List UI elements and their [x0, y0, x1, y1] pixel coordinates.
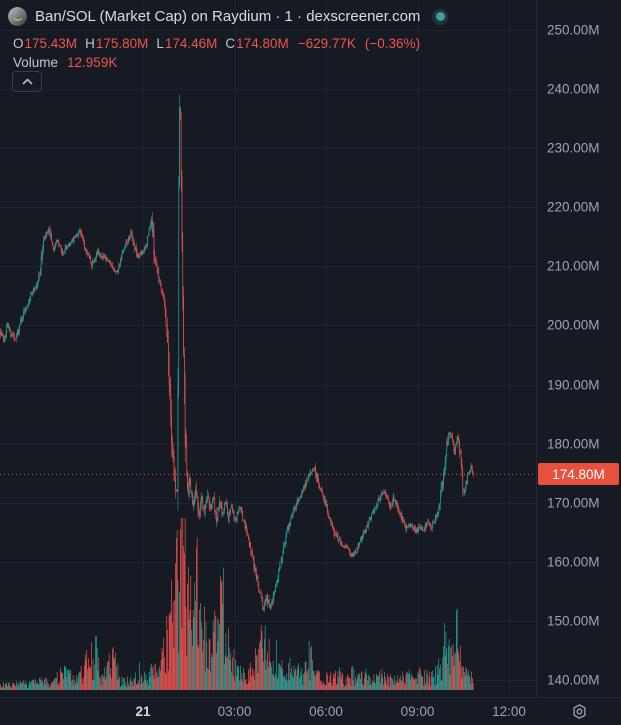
settings-gear-icon[interactable]	[567, 700, 591, 724]
price-chart-canvas[interactable]	[0, 0, 536, 697]
time-axis[interactable]: 21 03:00 06:00 09:00 12:00	[0, 697, 621, 725]
time-tick-label: 03:00	[217, 703, 252, 719]
price-tick-label: 250.00M	[547, 22, 600, 38]
price-tick-label: 220.00M	[547, 199, 600, 215]
price-tick-label: 190.00M	[547, 377, 600, 393]
time-tick-label: 21	[135, 703, 151, 719]
price-tick-label: 210.00M	[547, 258, 600, 274]
gridlines-layer	[0, 0, 536, 697]
price-tick-label: 160.00M	[547, 554, 600, 570]
price-tick-label: 150.00M	[547, 613, 600, 629]
price-tick-label: 240.00M	[547, 81, 600, 97]
volume-layer	[0, 518, 474, 690]
candlesticks-layer	[0, 94, 474, 613]
time-tick-label: 09:00	[400, 703, 435, 719]
time-tick-label: 12:00	[492, 703, 526, 719]
last-price-value: 174.80M	[552, 466, 605, 482]
price-axis[interactable]: 174.80M 250.00M 240.00M 230.00M 220.00M 210.…	[536, 0, 621, 697]
price-tick-label: 140.00M	[547, 672, 600, 688]
symbol-row: Ban/SOL (Market Cap) on Raydium · 1 · de…	[8, 7, 449, 26]
price-tick-label: 230.00M	[547, 140, 600, 156]
price-tick-label: 200.00M	[547, 317, 600, 333]
price-tick-label: 170.00M	[547, 495, 600, 511]
chevron-up-icon	[22, 78, 32, 85]
last-price-tag: 174.80M	[538, 463, 619, 486]
time-tick-label: 06:00	[309, 703, 343, 719]
gear-glyph	[572, 704, 586, 719]
collapse-header-button[interactable]	[12, 71, 42, 92]
price-tick-label: 180.00M	[547, 436, 600, 452]
symbol-title[interactable]: Ban/SOL (Market Cap) on Raydium · 1 · de…	[35, 8, 421, 25]
